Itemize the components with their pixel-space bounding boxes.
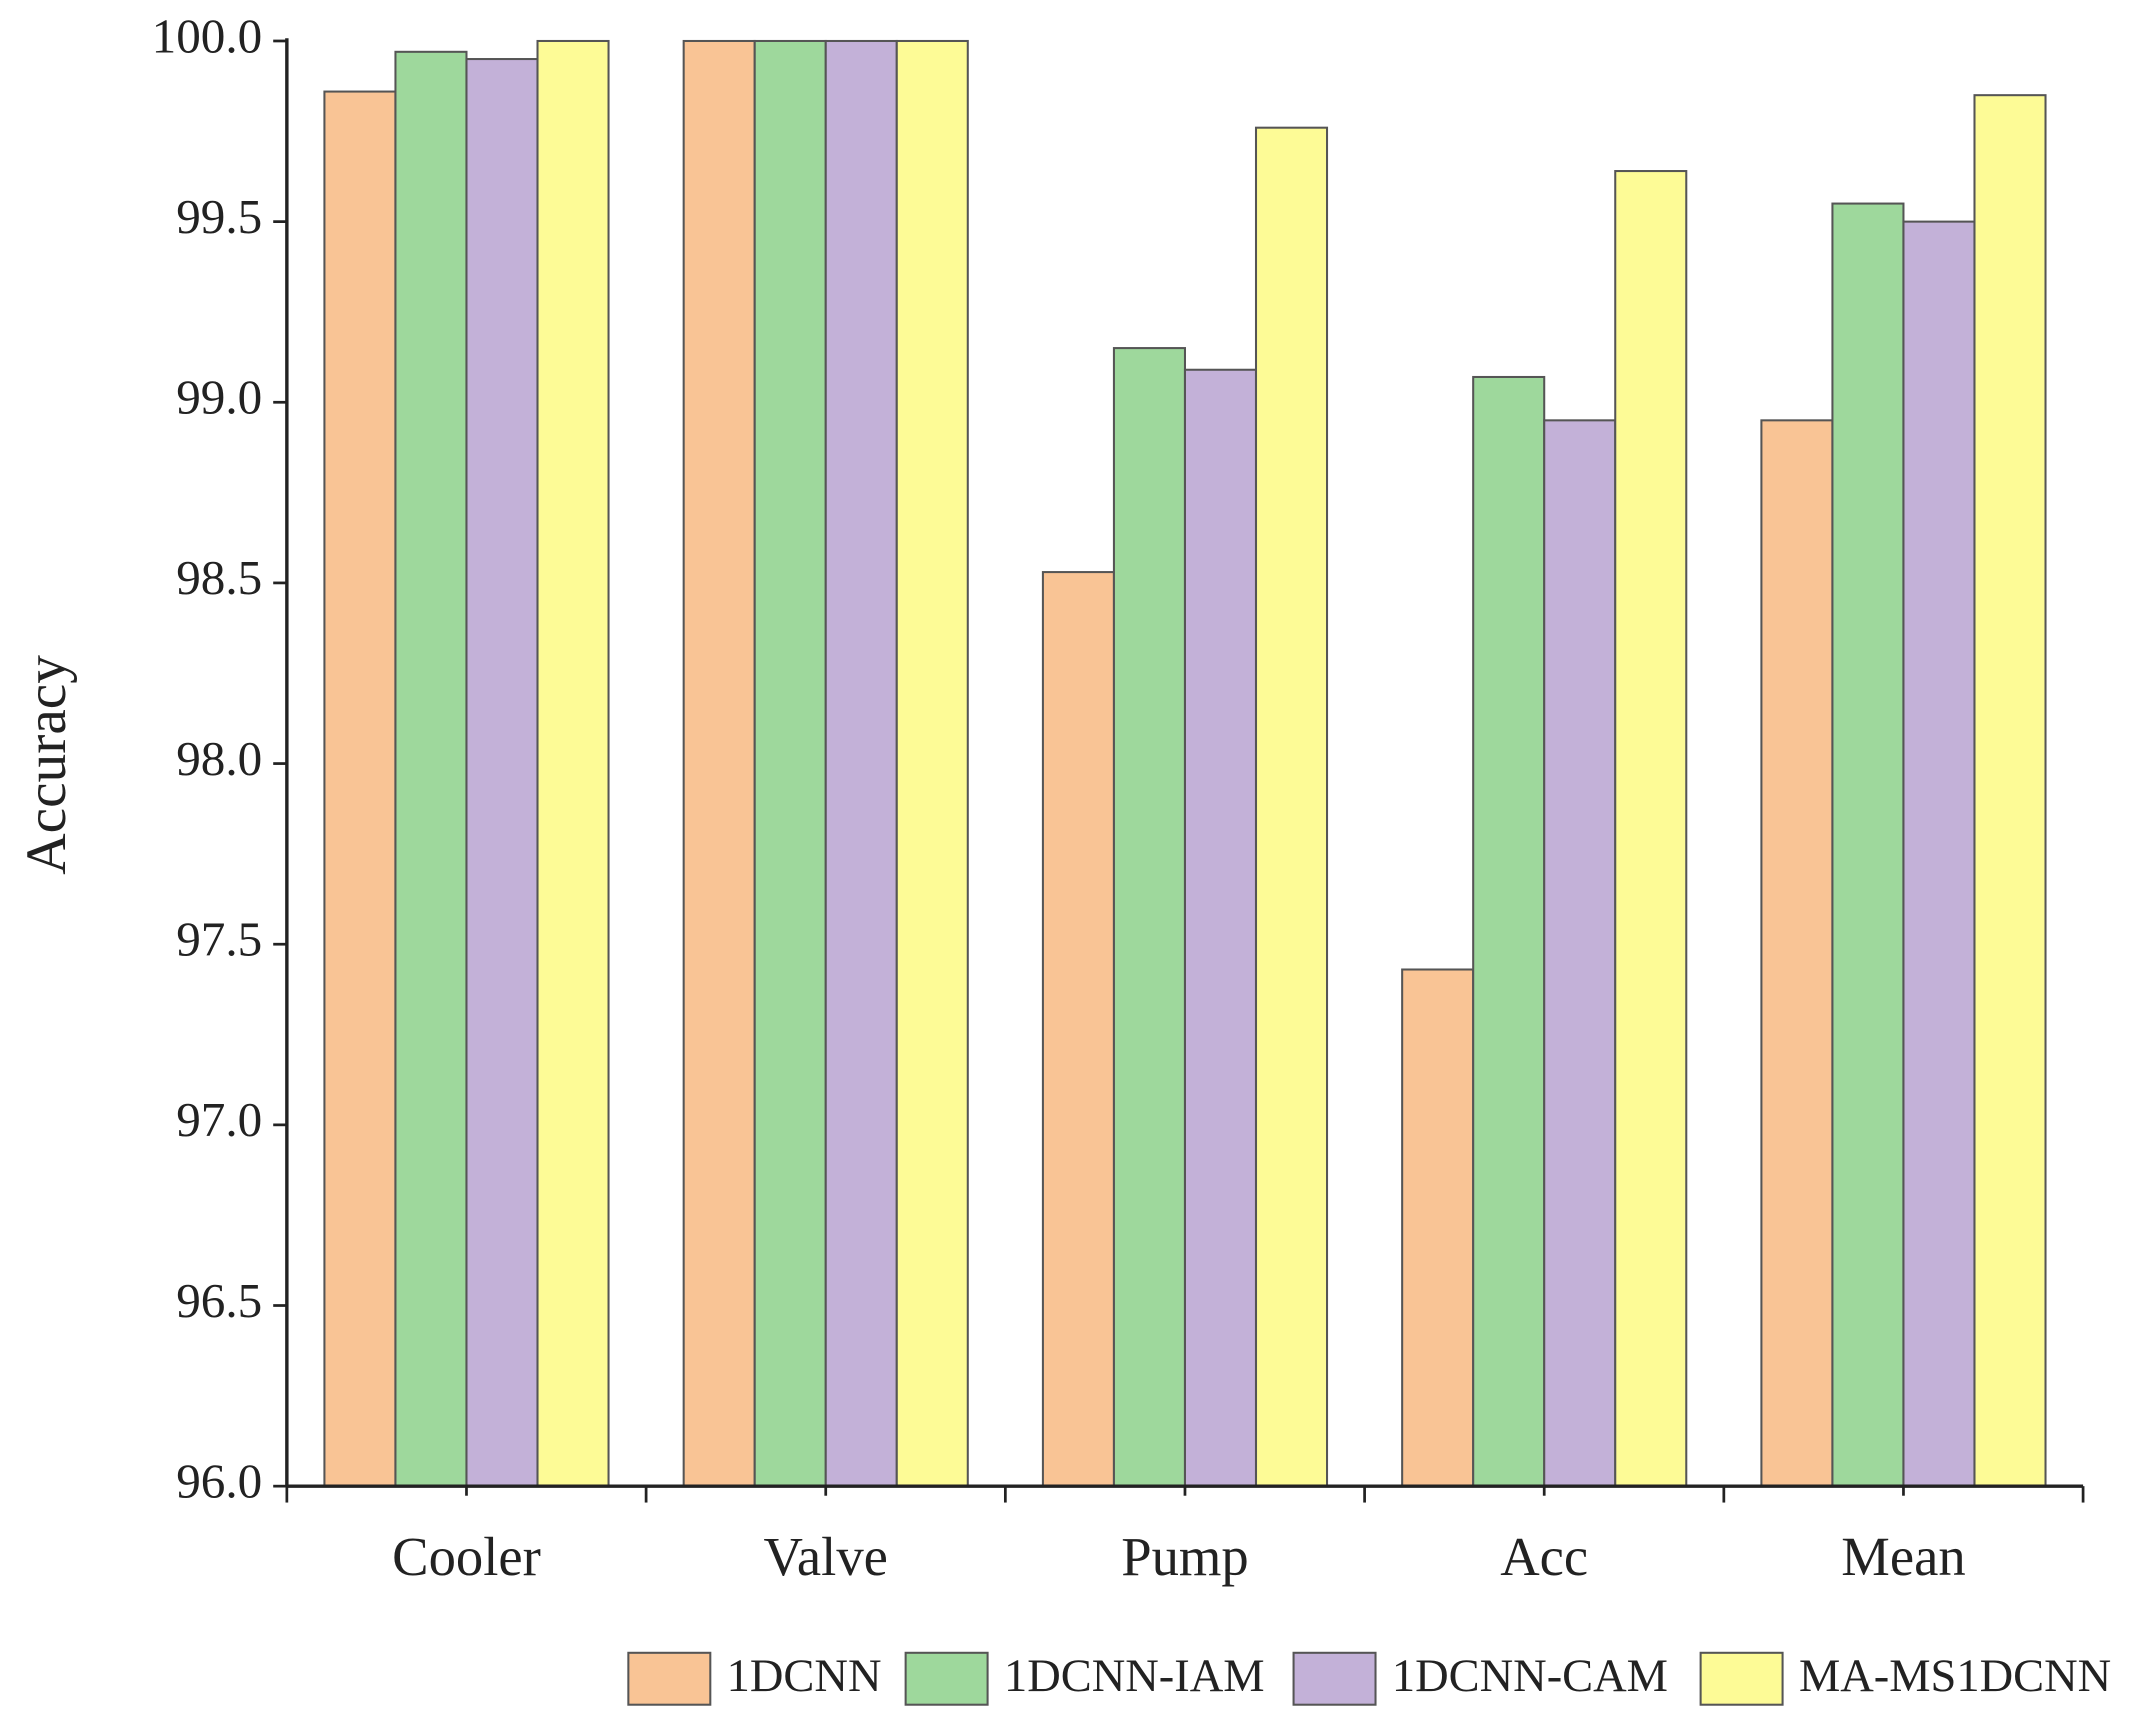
legend-swatch: [1292, 1651, 1377, 1706]
bar: [1041, 571, 1115, 1488]
bar: [394, 50, 468, 1488]
legend-label: 1DCNN-IAM: [1004, 1651, 1265, 1702]
y-tick-label: 96.0: [176, 1453, 262, 1508]
bar: [323, 90, 397, 1488]
bar: [824, 39, 898, 1488]
y-tick-label: 98.5: [176, 550, 262, 605]
y-tick-label: 99.0: [176, 370, 262, 425]
y-tick-label: 97.5: [176, 911, 262, 966]
bar: [1973, 94, 2047, 1488]
legend-label: 1DCNN: [727, 1651, 882, 1702]
bar: [1254, 126, 1329, 1488]
x-tick-label: Cooler: [392, 1526, 541, 1587]
bar: [1902, 220, 1976, 1488]
x-tick-label: Mean: [1841, 1526, 1965, 1587]
legend-label: MA-MS1DCNN: [1799, 1651, 2111, 1702]
bar: [1543, 419, 1617, 1488]
bar: [682, 39, 756, 1488]
y-tick-label: 96.5: [176, 1273, 262, 1328]
y-tick-label: 97.0: [176, 1092, 262, 1147]
legend-swatch: [627, 1651, 712, 1706]
y-tick-label: 98.0: [176, 731, 262, 786]
bar: [1401, 968, 1475, 1488]
bar: [536, 39, 610, 1488]
bar: [1183, 368, 1258, 1488]
bar: [895, 39, 969, 1488]
y-tick-label: 99.5: [176, 189, 262, 244]
bar: [1760, 419, 1834, 1488]
x-tick-label: Pump: [1121, 1526, 1248, 1587]
bar: [465, 58, 539, 1488]
legend-swatch: [904, 1651, 989, 1706]
bar: [753, 39, 827, 1488]
bar: [1614, 170, 1688, 1488]
legend-label: 1DCNN-CAM: [1392, 1651, 1668, 1702]
x-tick-label: Acc: [1500, 1526, 1588, 1587]
y-axis-label: Accuracy: [15, 655, 78, 875]
legend-swatch: [1699, 1651, 1784, 1706]
bar: [1472, 375, 1546, 1488]
bar: [1112, 347, 1186, 1488]
bar: [1831, 202, 1905, 1488]
y-tick-label: 100.0: [152, 8, 263, 63]
x-tick-label: Valve: [764, 1526, 888, 1587]
